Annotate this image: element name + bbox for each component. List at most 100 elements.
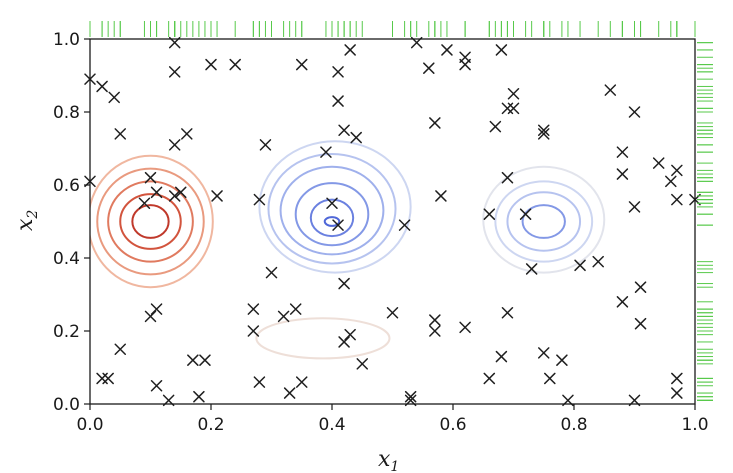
data-point [114,128,126,140]
data-point [168,139,181,151]
x-axis-label: x1 [378,447,399,473]
positive-contour-1 [119,193,182,250]
data-point [168,66,181,78]
data-point [193,390,205,403]
data-point [538,347,550,359]
data-point [501,171,514,184]
data-point [495,350,508,363]
data-point [175,186,187,199]
x-tick-label: 0.6 [439,415,466,435]
data-point [604,84,617,96]
positive-contour-2 [107,180,194,263]
data-point [265,266,278,279]
y-tick-label: 0.0 [53,395,80,415]
data-point [628,106,641,118]
data-point [483,208,496,220]
x-tick-label: 1.0 [681,415,708,435]
data-point [350,131,362,144]
y-tick-label: 1.0 [53,30,80,50]
negative-contour-14 [494,180,594,263]
data-point [150,380,163,392]
y-axis-label: x2 [13,210,41,231]
negative-contour-6 [323,216,341,227]
y-tick-label: 0.6 [53,176,80,196]
data-point [296,58,308,71]
data-point [398,219,411,231]
data-point [495,44,508,56]
positive-contour-4 [90,154,214,289]
data-point [671,164,683,177]
data-point [574,259,586,272]
data-point [459,321,471,334]
data-point [441,44,453,56]
data-point [592,255,604,268]
positive-contour-5 [255,317,391,360]
x-tick-label: 0.0 [76,415,103,435]
y-tick-label: 0.2 [53,322,80,342]
scatter-points [84,36,701,407]
data-point [386,307,399,319]
data-point [247,303,260,315]
data-point [344,44,356,56]
data-point [96,80,108,93]
data-point [181,128,193,140]
data-point [344,328,356,341]
y-tick-label: 0.4 [53,249,80,269]
data-point [519,208,532,220]
data-point [616,146,629,158]
positive-contour-0 [131,204,170,239]
negative-contour-13 [506,191,582,252]
data-point [102,372,114,385]
data-point [338,336,350,348]
data-point [205,58,217,71]
data-point [332,66,344,78]
data-point [253,193,266,206]
data-point [144,310,157,323]
data-point [483,372,496,385]
negative-contour-15 [482,165,606,274]
data-point [671,372,683,385]
x-tick-label: 0.8 [560,415,587,435]
data-point [296,376,308,388]
data-point [338,277,350,290]
data-point [168,190,181,202]
data-point [144,171,157,184]
data-point [199,354,211,366]
x1-rug [89,21,696,37]
data-point [501,307,514,319]
data-point [429,314,441,326]
data-point [150,303,163,315]
x-tick-label: 0.2 [197,415,224,435]
negative-contour-11 [258,140,412,274]
data-point [289,303,302,315]
negative-contour-12 [521,204,566,239]
data-point [556,354,568,366]
data-point [665,175,677,188]
data-point [671,193,683,206]
x-axis-ticks: 0.0 0.2 0.4 0.6 0.8 1.0 [76,404,709,435]
data-point [150,186,163,199]
data-point [525,263,538,275]
data-point [253,376,266,388]
data-point [538,124,550,136]
data-point [283,387,296,399]
data-point [634,317,647,330]
negative-contour-10 [267,152,397,265]
data-point [259,139,272,151]
data-point [326,197,338,209]
data-point [429,325,441,337]
contour-layer [90,140,606,360]
data-point [538,128,550,140]
data-point [671,387,683,399]
x-axis-label-subscript: 1 [390,459,399,473]
data-point [507,102,520,115]
data-point [211,190,223,202]
data-point [320,146,332,158]
x-tick-label: 0.4 [318,415,345,435]
data-point [332,219,344,231]
data-point [628,201,641,213]
data-point [544,372,556,385]
y-tick-label: 0.8 [53,103,80,123]
